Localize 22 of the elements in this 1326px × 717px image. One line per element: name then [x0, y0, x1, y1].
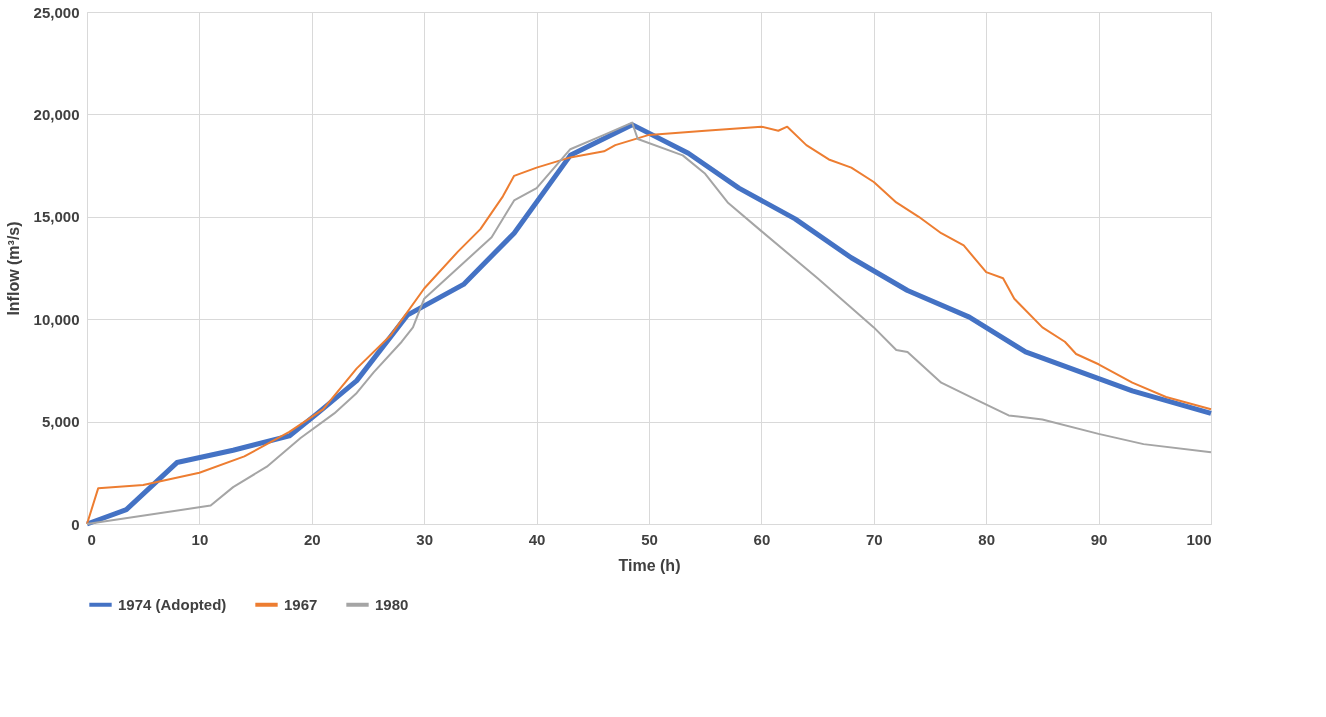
x-tick-label: 60 — [753, 530, 771, 548]
x-tick-label: 40 — [528, 530, 546, 548]
legend-label: 1974 (Adopted) — [118, 595, 227, 613]
x-tick-label: 50 — [641, 530, 658, 548]
x-tick-label: 0 — [87, 530, 96, 548]
y-tick-label: 20,000 — [33, 105, 80, 123]
legend-label: 1980 — [375, 595, 409, 613]
y-tick-label: 0 — [71, 515, 80, 533]
x-axis-title: Time (h) — [618, 556, 681, 574]
x-tick-label: 100 — [1186, 530, 1212, 548]
x-tick-label: 20 — [303, 530, 321, 548]
y-tick-label: 25,000 — [33, 3, 80, 21]
legend-label: 1967 — [284, 595, 318, 613]
x-tick-label: 70 — [865, 530, 883, 548]
y-tick-label: 15,000 — [33, 208, 80, 226]
x-tick-label: 10 — [191, 530, 209, 548]
x-tick-label: 30 — [416, 530, 434, 548]
x-tick-label: 90 — [1090, 530, 1108, 548]
y-tick-label: 5,000 — [41, 413, 80, 431]
y-tick-label: 10,000 — [33, 310, 80, 328]
x-tick-label: 80 — [978, 530, 996, 548]
y-axis-title: Inflow (m³/s) — [4, 221, 22, 316]
